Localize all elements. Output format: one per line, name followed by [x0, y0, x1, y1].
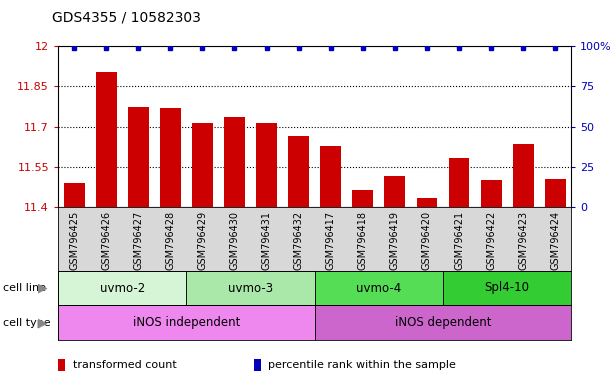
Text: GSM796424: GSM796424	[551, 210, 560, 270]
Text: cell line: cell line	[3, 283, 46, 293]
Bar	[160, 108, 181, 207]
Bar	[513, 144, 533, 207]
Text: GSM796423: GSM796423	[518, 210, 528, 270]
Bar	[186, 271, 315, 305]
Text: GSM796417: GSM796417	[326, 210, 335, 270]
Bar	[315, 305, 571, 340]
Bar	[96, 71, 117, 207]
Bar	[288, 136, 309, 207]
Bar	[481, 180, 502, 207]
Bar	[320, 146, 341, 207]
Text: ▶: ▶	[38, 281, 48, 295]
Text: GSM796421: GSM796421	[454, 210, 464, 270]
Text: GSM796425: GSM796425	[69, 210, 79, 270]
Bar	[58, 305, 315, 340]
Text: GSM796431: GSM796431	[262, 210, 271, 270]
Text: GSM796432: GSM796432	[294, 210, 304, 270]
Text: GSM796430: GSM796430	[230, 210, 240, 270]
Bar	[224, 117, 245, 207]
Text: GSM796429: GSM796429	[197, 210, 207, 270]
Bar	[64, 183, 84, 207]
Text: GSM796428: GSM796428	[166, 210, 175, 270]
Bar	[417, 198, 437, 207]
Bar	[256, 122, 277, 207]
Text: transformed count: transformed count	[73, 360, 177, 370]
Text: uvmo-4: uvmo-4	[356, 281, 401, 295]
Bar	[545, 179, 566, 207]
Bar	[128, 106, 148, 207]
Text: iNOS dependent: iNOS dependent	[395, 316, 491, 329]
Bar	[192, 122, 213, 207]
Text: cell type: cell type	[3, 318, 51, 328]
Bar	[315, 271, 443, 305]
Bar	[448, 157, 469, 207]
Bar	[353, 190, 373, 207]
Text: Spl4-10: Spl4-10	[485, 281, 530, 295]
Text: GSM796418: GSM796418	[358, 210, 368, 270]
Text: GSM796426: GSM796426	[101, 210, 111, 270]
Text: iNOS independent: iNOS independent	[133, 316, 240, 329]
Text: GSM796420: GSM796420	[422, 210, 432, 270]
Text: GSM796427: GSM796427	[133, 210, 143, 270]
Bar	[443, 271, 571, 305]
Text: uvmo-3: uvmo-3	[228, 281, 273, 295]
Text: GDS4355 / 10582303: GDS4355 / 10582303	[52, 11, 201, 25]
Text: GSM796419: GSM796419	[390, 210, 400, 270]
Bar	[58, 271, 186, 305]
Text: ▶: ▶	[38, 316, 48, 329]
Text: GSM796422: GSM796422	[486, 210, 496, 270]
Bar	[384, 176, 405, 207]
Text: percentile rank within the sample: percentile rank within the sample	[268, 360, 456, 370]
Text: uvmo-2: uvmo-2	[100, 281, 145, 295]
